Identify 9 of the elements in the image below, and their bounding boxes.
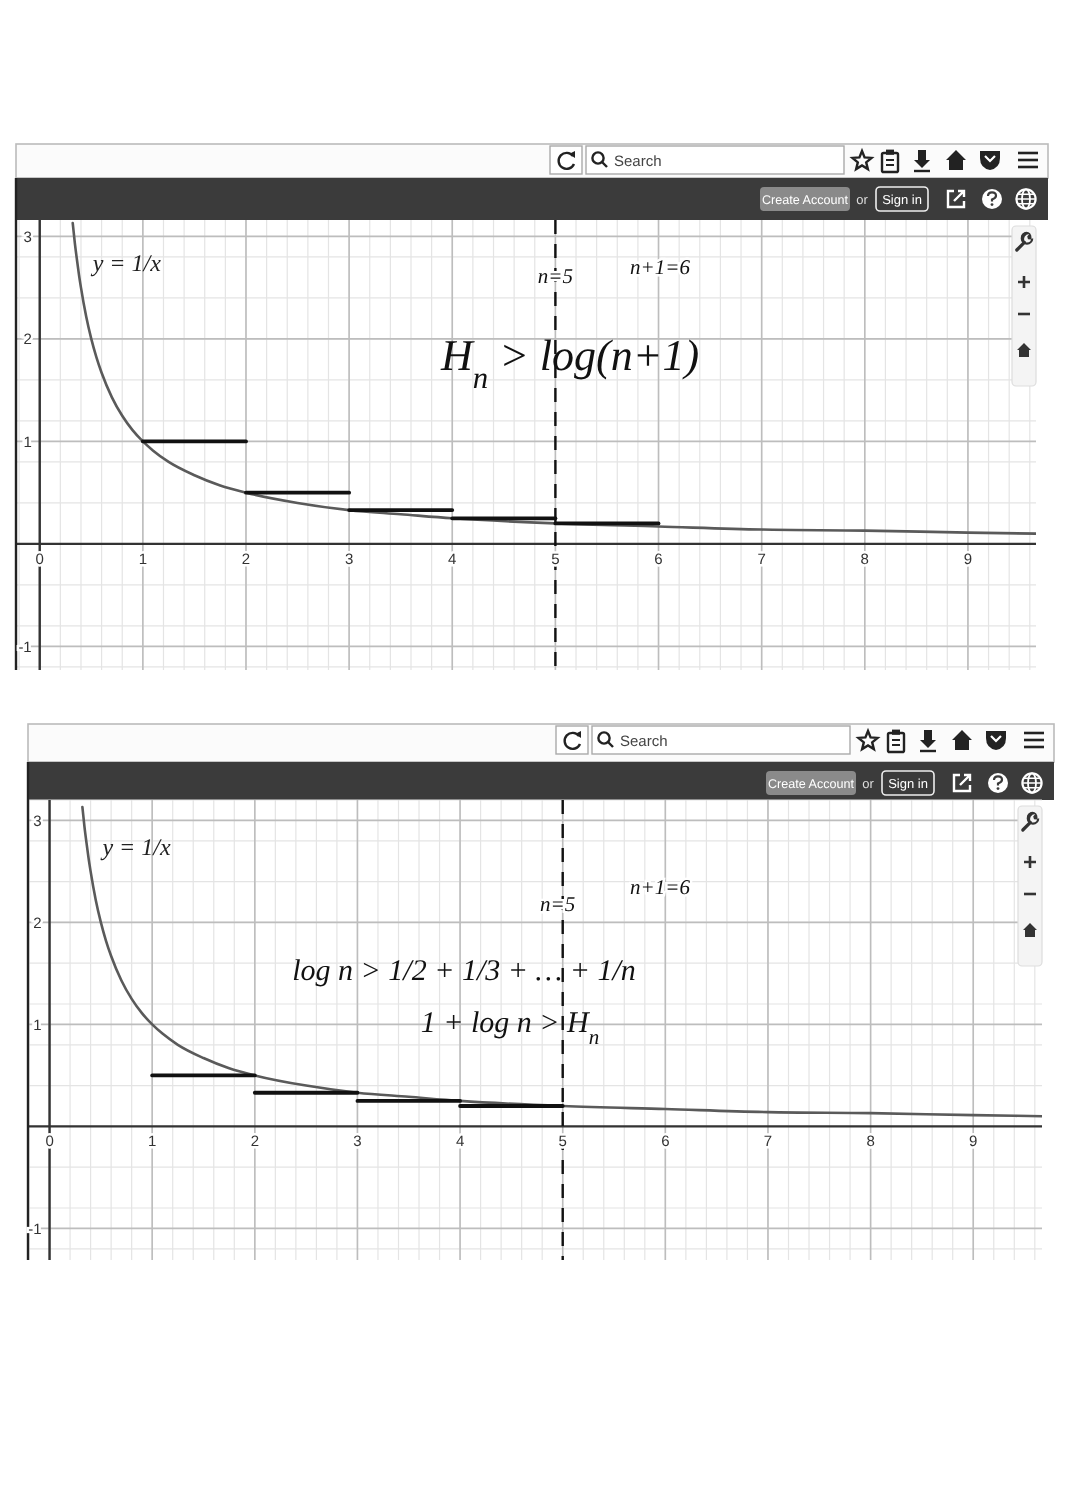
annotation: 1 + log n > H$_{n}$ bbox=[420, 1008, 600, 1049]
annotation: H$_{n}$ > log(n+1) bbox=[438, 330, 700, 395]
annotation: n=5 bbox=[539, 895, 576, 918]
annotation: log n > 1/2 + 1/3 + … + 1/n bbox=[292, 956, 636, 988]
annotation: n+1=6 bbox=[630, 258, 692, 280]
series-label: y = 1/x bbox=[90, 249, 163, 278]
series-label: y = 1/x bbox=[100, 833, 172, 862]
annotation: n=5 bbox=[537, 267, 573, 290]
annotation: n+1=6 bbox=[630, 878, 692, 900]
